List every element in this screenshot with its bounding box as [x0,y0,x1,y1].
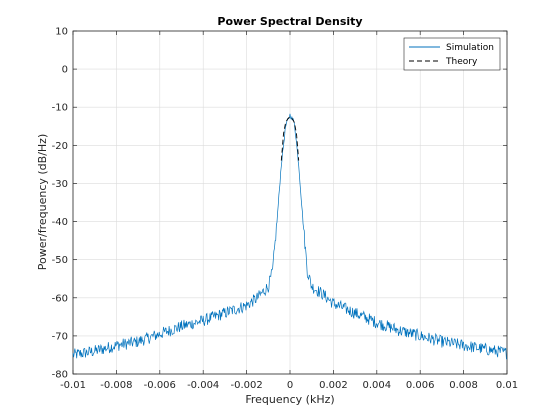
x-tick-label: 0 [287,380,293,391]
x-tick-label: -0.002 [230,380,262,391]
y-tick-label: 0 [62,65,68,76]
x-tick-label: 0.01 [496,380,518,391]
axis-ticks [72,30,508,375]
x-tick-label: 0.008 [449,380,478,391]
theory-series-line [280,116,300,161]
x-tick-label: -0.006 [144,380,176,391]
y-tick-label: -10 [52,103,68,114]
x-tick-label: 0.006 [406,380,435,391]
y-tick-label: -30 [52,179,68,190]
x-tick-labels: -0.01 -0.008 -0.006 -0.004 -0.002 0 0.002 0.004… [60,380,518,391]
legend-theory-label: Theory [445,57,478,67]
y-tick-label: -80 [52,370,68,381]
simulation-series-line [72,113,508,360]
x-tick-label: -0.01 [60,380,86,391]
chart-title: Power Spectral Density [217,15,362,28]
y-tick-label: -50 [52,255,68,266]
y-tick-label: -60 [52,293,68,304]
y-tick-label: 10 [55,27,68,38]
x-tick-label: -0.004 [187,380,219,391]
legend-box [403,37,501,71]
y-axis-label: Power/frequency (dB/Hz) [36,134,49,271]
legend-simulation-label: Simulation [446,43,494,53]
x-axis-label: Frequency (kHz) [245,393,334,406]
y-tick-labels: 10 0 -10 -20 -30 -40 -50 -60 -70 -80 [52,27,68,381]
legend: Simulation Theory [403,37,501,71]
y-tick-label: -70 [52,331,68,342]
x-tick-label: 0.004 [362,380,391,391]
x-tick-label: 0.002 [319,380,348,391]
y-tick-label: -20 [52,141,68,152]
y-tick-label: -40 [52,217,68,228]
x-tick-label: -0.008 [100,380,132,391]
